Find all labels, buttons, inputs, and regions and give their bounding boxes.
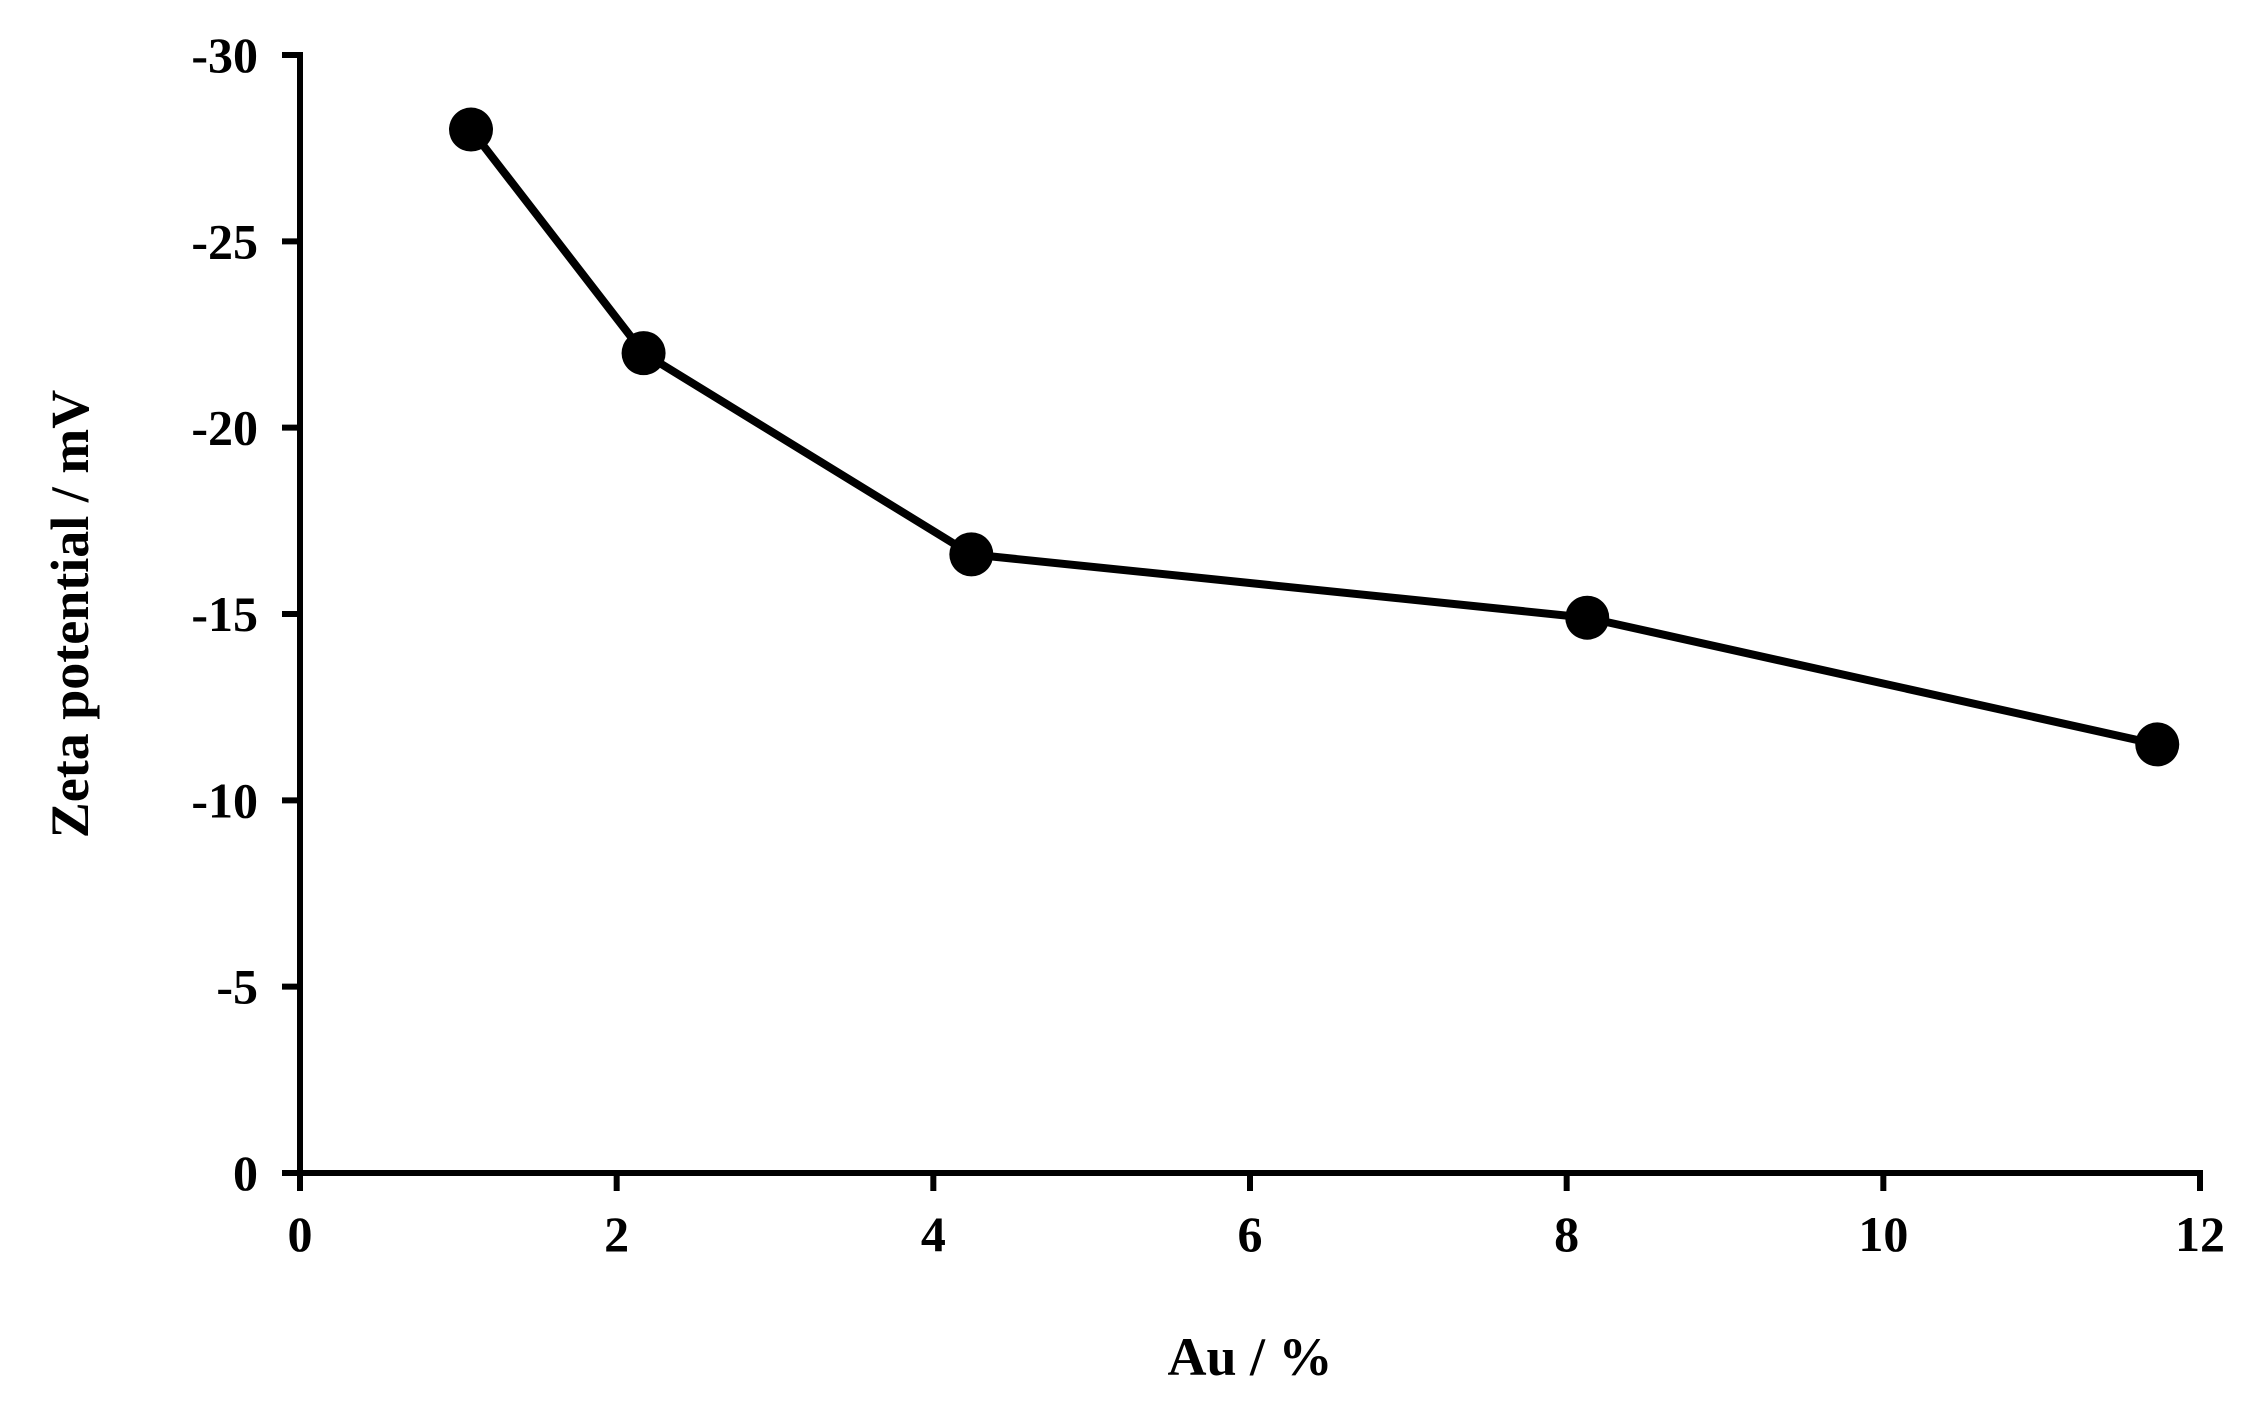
y-tick-label: -10 xyxy=(191,772,258,828)
x-tick-label: 4 xyxy=(921,1206,946,1262)
x-tick-label: 6 xyxy=(1238,1206,1263,1262)
x-tick-label: 2 xyxy=(604,1206,629,1262)
y-tick-label: -5 xyxy=(216,959,258,1015)
y-tick-label: -30 xyxy=(191,27,258,83)
x-axis-title: Au / % xyxy=(1167,1327,1332,1387)
ticks: -30 -25 -20 -15 -10 -5 00 2 4 6 8 10 12 xyxy=(191,27,2225,1262)
x-tick-label: 8 xyxy=(1554,1206,1579,1262)
x-tick-label: 0 xyxy=(288,1206,313,1262)
x-tick-label: 12 xyxy=(2175,1206,2225,1262)
data-point xyxy=(449,107,493,152)
data-point xyxy=(949,532,994,577)
y-tick-label: -20 xyxy=(191,400,258,456)
series xyxy=(449,107,2180,767)
series-line xyxy=(467,127,2159,749)
data-point xyxy=(1565,595,1610,640)
data-point xyxy=(621,331,666,376)
y-tick-label: -25 xyxy=(191,213,258,269)
data-point xyxy=(2135,722,2180,767)
axes xyxy=(297,52,2203,1176)
y-tick-label: 0 xyxy=(233,1145,258,1201)
y-tick-label: -15 xyxy=(191,586,258,642)
x-tick-label: 10 xyxy=(1858,1206,1908,1262)
y-axis-title: Zeta potential / mV xyxy=(40,390,100,838)
